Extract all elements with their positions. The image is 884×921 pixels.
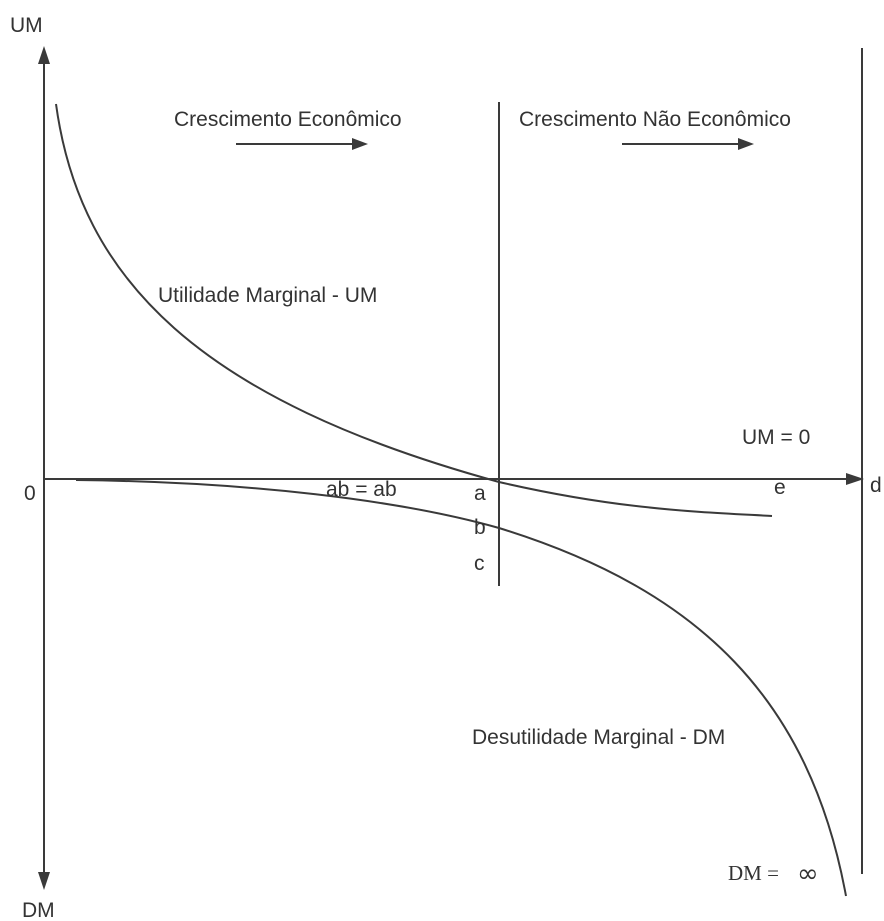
non-economic-growth-label: Crescimento Não Econômico bbox=[519, 108, 791, 131]
ab-equality-label: ab = ab bbox=[326, 478, 397, 501]
marginal-disutility-curve bbox=[75, 479, 847, 897]
x-axis-end-label: d bbox=[870, 474, 882, 497]
marginal-disutility-label: Desutilidade Marginal - DM bbox=[472, 726, 725, 749]
point-b-label: b bbox=[474, 516, 486, 539]
non-economic-growth-arrowhead bbox=[738, 138, 754, 150]
y-axis-bottom-label: DM bbox=[22, 899, 55, 921]
marginal-utility-label: Utilidade Marginal - UM bbox=[158, 284, 377, 307]
um-zero-label: UM = 0 bbox=[742, 426, 810, 449]
vertical-axis-down-arrowhead bbox=[38, 872, 50, 890]
marginal-utility-curve bbox=[55, 103, 773, 517]
dm-infinity-label: DM = bbox=[728, 861, 779, 885]
horizontal-axis-arrowhead bbox=[846, 473, 864, 485]
infinity-symbol: ∞ bbox=[797, 859, 819, 889]
y-axis-top-label: UM bbox=[10, 14, 43, 37]
point-a-label: a bbox=[474, 482, 486, 505]
point-e-label: e bbox=[774, 476, 786, 499]
economic-growth-label: Crescimento Econômico bbox=[174, 108, 402, 131]
vertical-axis-up-arrowhead bbox=[38, 46, 50, 64]
origin-label: 0 bbox=[24, 482, 36, 505]
economic-growth-arrowhead bbox=[352, 138, 368, 150]
point-c-label: c bbox=[474, 552, 485, 575]
